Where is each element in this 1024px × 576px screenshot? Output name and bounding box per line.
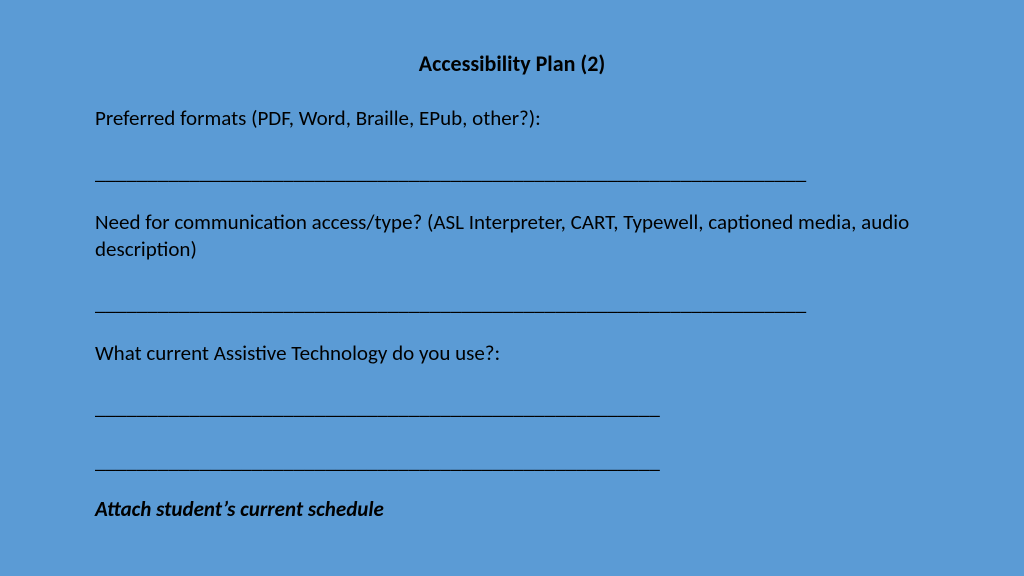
blank-line-2: ________________________________________… — [95, 290, 929, 316]
blank-line-4: ________________________________________… — [95, 448, 929, 474]
blank-line-1: ________________________________________… — [95, 159, 929, 185]
blank-line-3: ________________________________________… — [95, 394, 929, 420]
slide-title: Accessibility Plan (2) — [95, 50, 929, 77]
slide-container: Accessibility Plan (2) Preferred formats… — [0, 0, 1024, 576]
prompt-preferred-formats: Preferred formats (PDF, Word, Braille, E… — [95, 105, 929, 131]
attach-note: Attach student’s current schedule — [95, 496, 929, 522]
prompt-communication-access: Need for communication access/type? (ASL… — [95, 209, 929, 262]
prompt-assistive-tech: What current Assistive Technology do you… — [95, 340, 929, 366]
